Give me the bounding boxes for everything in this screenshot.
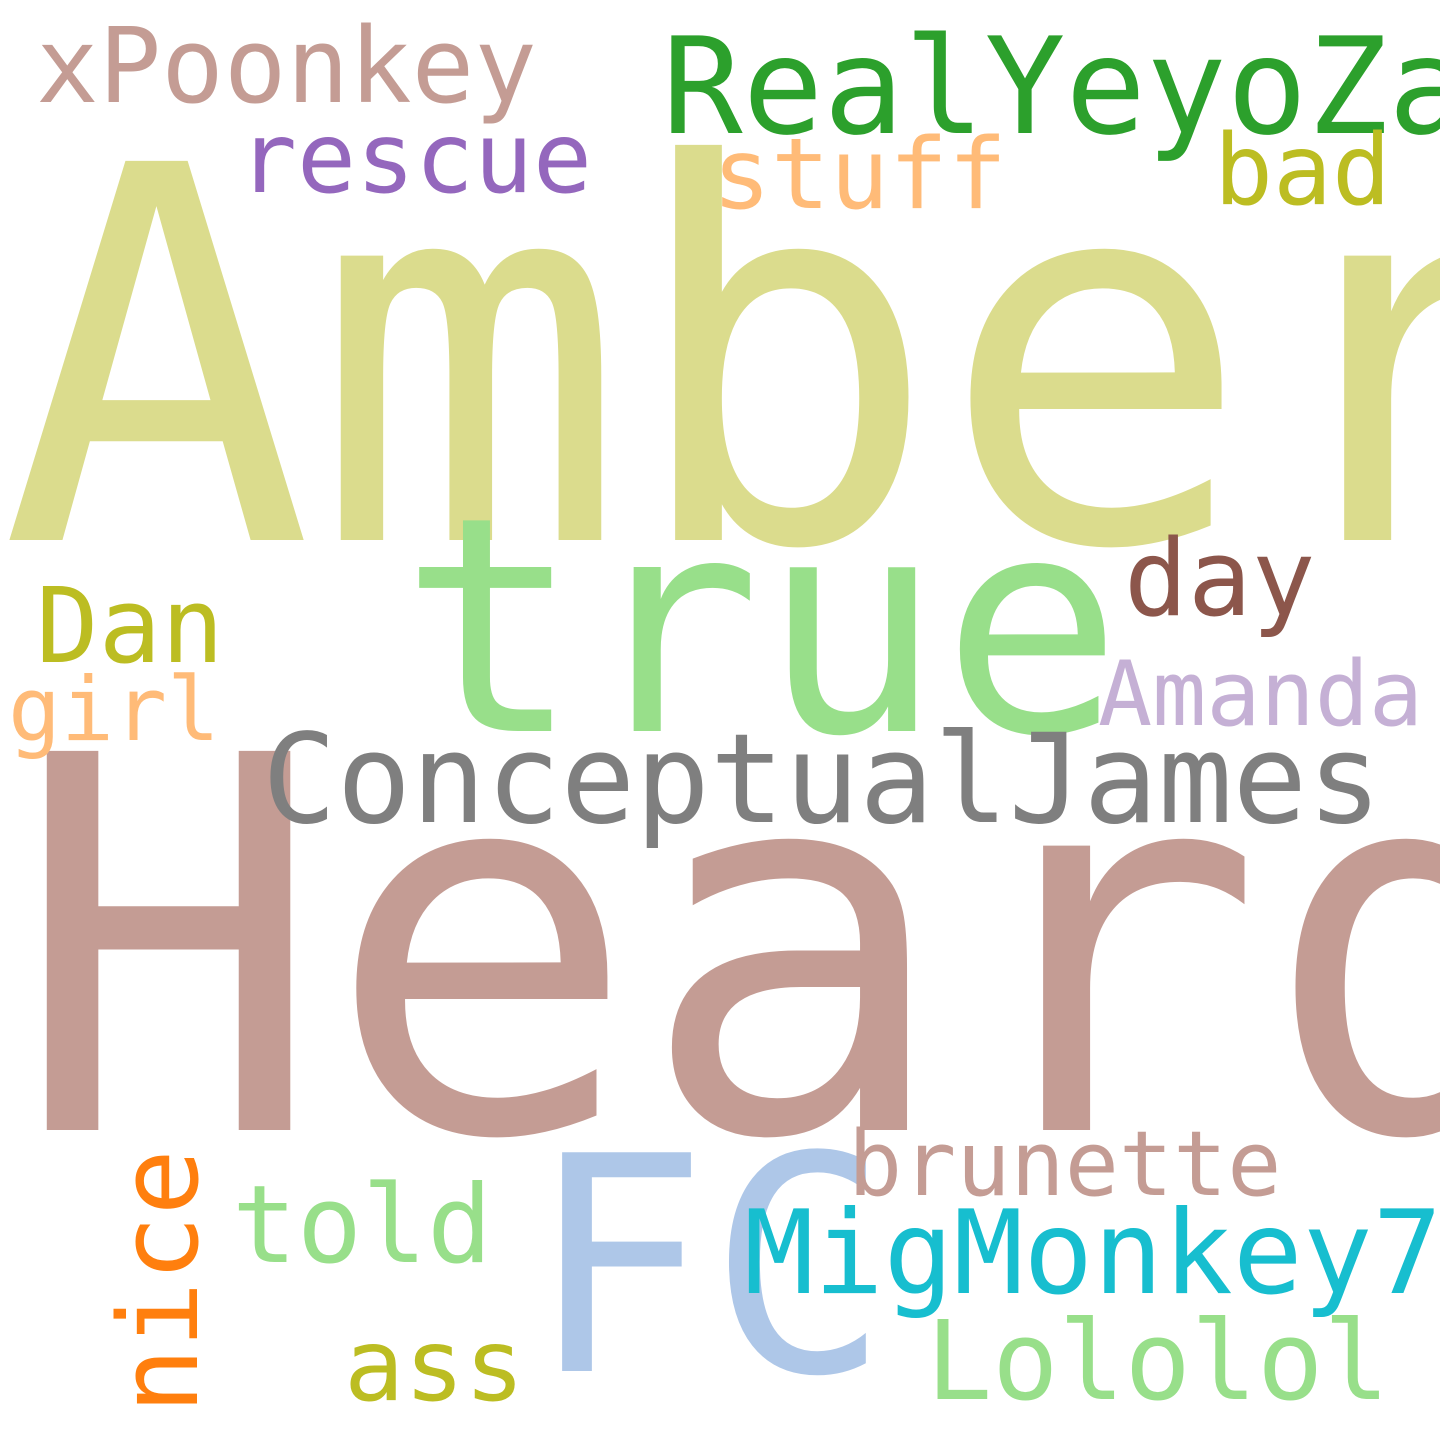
word-amanda: Amanda	[1098, 642, 1424, 747]
word-girl: girl	[8, 658, 220, 761]
word-bad: bad	[1214, 114, 1392, 228]
word-day: day	[1124, 517, 1316, 640]
word-stuff: stuff	[712, 118, 1008, 232]
word-brunette: brunette	[848, 1112, 1282, 1217]
word-rescue: rescue	[238, 102, 593, 216]
word-realyeyoza: RealYeyoZa	[662, 9, 1440, 165]
word-true: true	[400, 453, 1123, 802]
word-heard: Heard	[12, 647, 1440, 1253]
word-conceptualjames: ConceptualJames	[262, 708, 1382, 852]
word-amber: Amber	[0, 57, 1440, 663]
word-ass: ass	[344, 1307, 525, 1424]
word-xpoonkey: xPoonkey	[36, 5, 537, 127]
word-dan: Dan	[36, 565, 224, 687]
word-told: told	[232, 1163, 493, 1288]
word-migmonkey77: MigMonkey77	[744, 1186, 1440, 1321]
word-lololol: Lololol	[926, 1297, 1390, 1425]
word-fc: FC	[528, 1093, 890, 1440]
word-nice: nice	[95, 1149, 223, 1414]
